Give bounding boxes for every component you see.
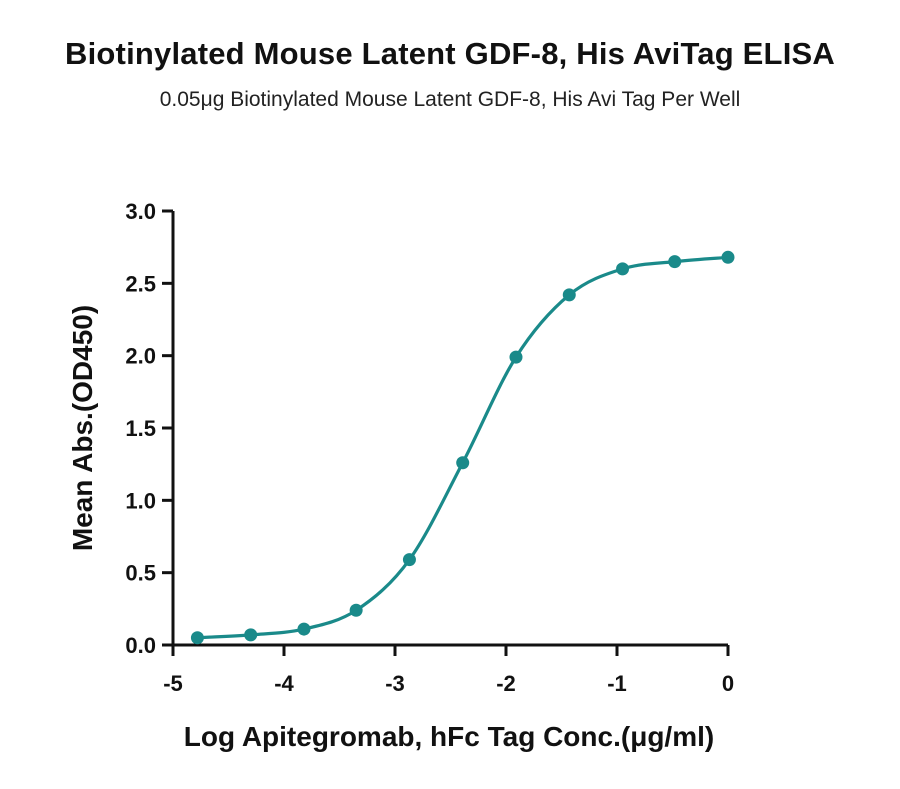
fit-curve [195,255,730,640]
data-point [402,553,416,567]
x-tick-label: 0 [722,671,734,696]
x-tick-label: -5 [163,671,183,696]
chart-subtitle: 0.05μg Biotinylated Mouse Latent GDF-8, … [159,88,741,111]
y-axis-label: Mean Abs.(OD450) [67,305,98,551]
chart-axes: 0.0 0.5 1.0 1.5 2.0 2.5 3.0 -5 -4 -3 -2 -1 0 [125,199,734,696]
data-point [297,622,311,636]
y-tick-label: 2.5 [125,271,156,296]
data-point [562,288,576,302]
y-tick-label: 0.0 [125,633,156,658]
chart-title: Biotinylated Mouse Latent GDF-8, His Avi… [65,36,835,71]
data-point [456,456,470,470]
data-point [616,262,630,276]
data-point [349,603,363,617]
data-point [190,631,204,645]
data-points [190,250,735,645]
data-point [509,350,523,364]
data-point [668,255,682,269]
y-tick-label: 3.0 [125,199,156,224]
y-tick-label: 2.0 [125,344,156,369]
y-tick-label: 1.5 [125,416,156,441]
y-tick-label: 0.5 [125,561,156,586]
x-tick-label: -1 [607,671,627,696]
x-tick-label: -2 [496,671,516,696]
data-point [721,250,735,264]
y-tick-label: 1.0 [125,488,156,513]
data-point [244,628,258,642]
x-tick-label: -3 [385,671,405,696]
x-axis-label: Log Apitegromab, hFc Tag Conc.(μg/ml) [184,721,714,752]
fit-curve-group [195,255,730,640]
x-tick-label: -4 [274,671,294,696]
